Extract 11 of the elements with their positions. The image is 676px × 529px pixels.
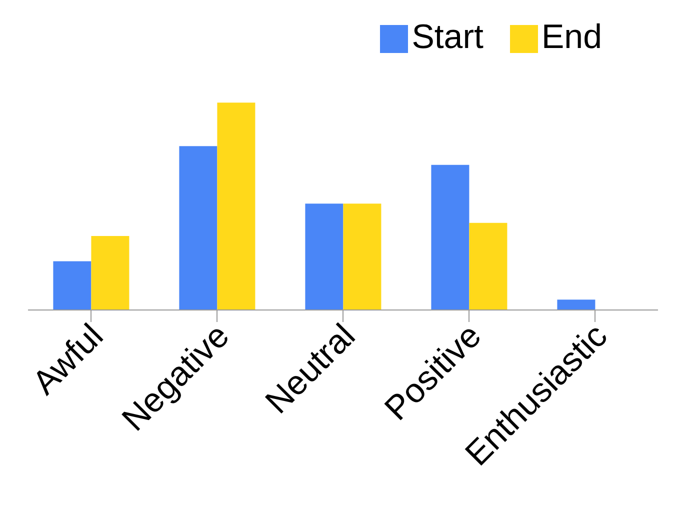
- bar: [305, 204, 344, 310]
- bar: [179, 146, 218, 310]
- legend-label: End: [542, 18, 602, 56]
- bar: [343, 204, 382, 310]
- bar: [557, 300, 596, 310]
- bar: [53, 261, 92, 310]
- bar: [91, 236, 130, 310]
- bar: [431, 164, 470, 310]
- bar: [217, 102, 256, 310]
- legend-label: Start: [412, 18, 484, 56]
- bar: [469, 222, 508, 310]
